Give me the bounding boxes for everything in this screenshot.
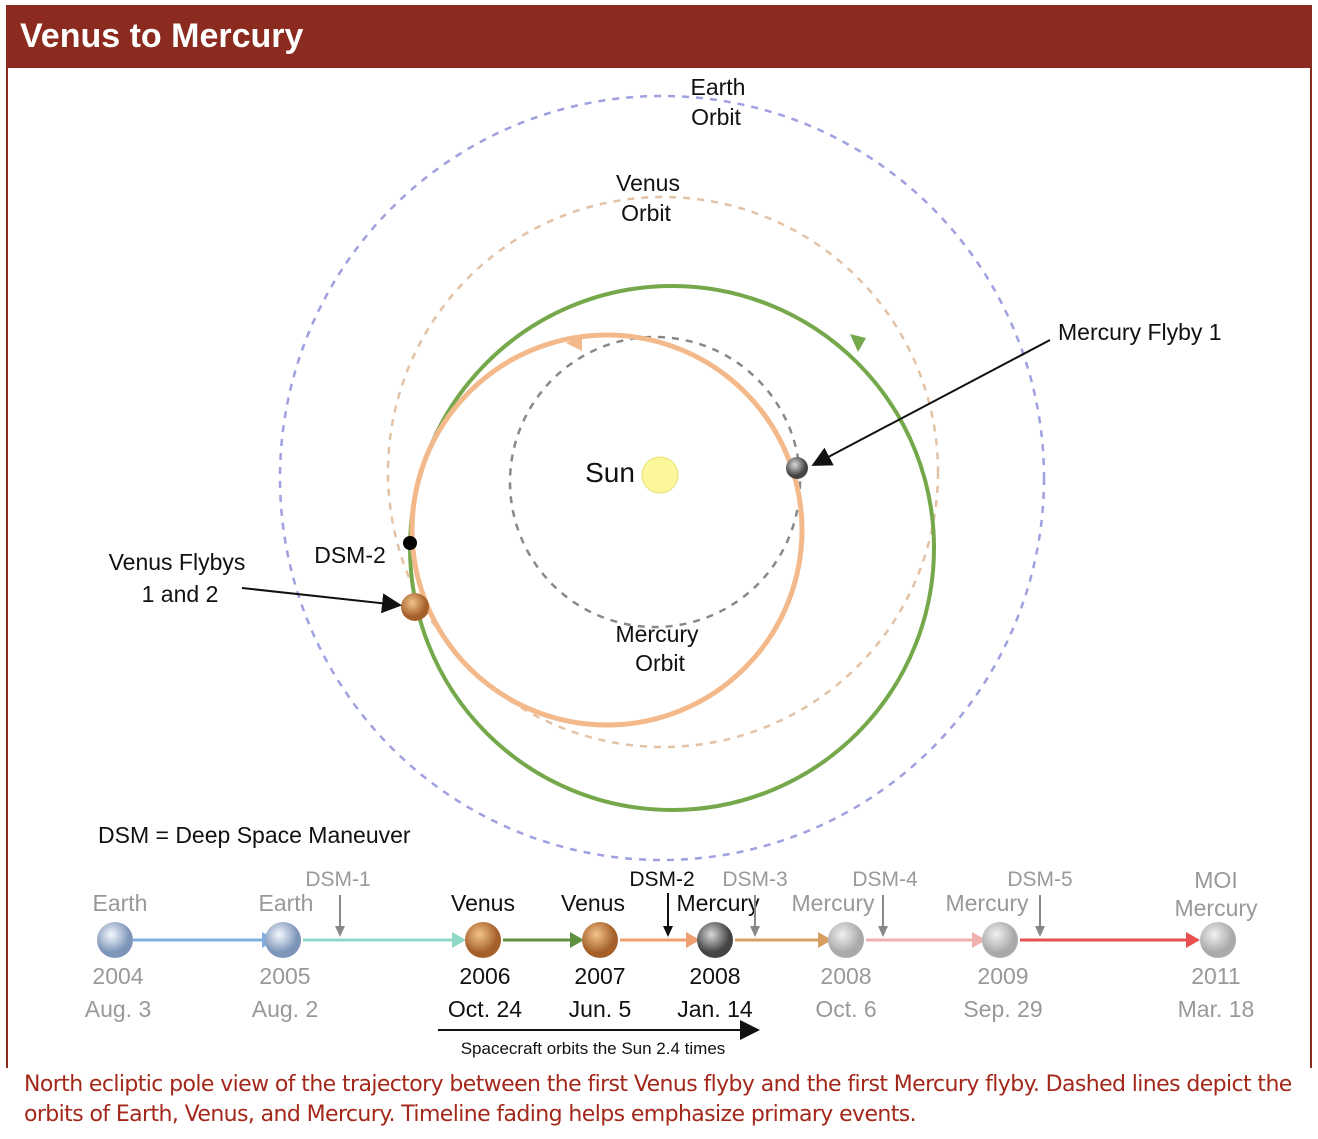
orbits xyxy=(278,94,1046,862)
label: Mercury Flyby 1 xyxy=(1058,319,1222,345)
event-year: 2007 xyxy=(574,963,625,989)
event-name: Mercury xyxy=(1174,895,1258,921)
diagram: Earth Orbit Venus Orbit Mercury Orbit Su… xyxy=(85,74,1258,1058)
event-year: 2011 xyxy=(1191,963,1240,989)
event-date: Sep. 29 xyxy=(963,996,1042,1022)
timeline: Earth 2004 Aug. 3 Earth 2005 Aug. 2 Venus 2006 O… xyxy=(85,867,1258,1022)
label: Orbit xyxy=(621,200,671,226)
maneuver-arrowhead xyxy=(750,926,760,937)
maneuver-arrowhead xyxy=(878,926,888,937)
label: Venus xyxy=(616,170,680,196)
mercury xyxy=(786,457,808,479)
venus xyxy=(401,593,429,621)
planet xyxy=(97,922,133,958)
label: Venus Flybys xyxy=(109,549,246,575)
planet xyxy=(982,922,1018,958)
event-name: Venus xyxy=(561,890,625,916)
maneuver-label: DSM-1 xyxy=(305,868,370,891)
timeline-arrows xyxy=(133,932,1200,948)
planet xyxy=(697,922,733,958)
dsm2-dot xyxy=(403,536,417,550)
note: Spacecraft orbits the Sun 2.4 times xyxy=(461,1039,726,1058)
event-date: Mar. 18 xyxy=(1178,996,1255,1022)
legend: DSM = Deep Space Maneuver xyxy=(98,822,411,848)
planet xyxy=(582,922,618,958)
header-title: Venus to Mercury xyxy=(6,5,1312,68)
event-year: 2004 xyxy=(92,963,143,989)
event-name: Mercury xyxy=(676,890,760,916)
event-date: Oct. 24 xyxy=(448,996,522,1022)
event-date: Aug. 2 xyxy=(252,996,319,1022)
event-year: 2006 xyxy=(459,963,510,989)
event-name: MOI xyxy=(1194,867,1237,893)
venus-orbit xyxy=(386,195,940,749)
event-date: Oct. 6 xyxy=(815,996,876,1022)
planet xyxy=(828,922,864,958)
direction-arrow xyxy=(850,334,866,352)
event-year: 2009 xyxy=(977,963,1028,989)
event-name: Mercury xyxy=(945,890,1029,916)
event-date: Aug. 3 xyxy=(85,996,152,1022)
earth-orbit xyxy=(278,94,1046,862)
direction-arrow xyxy=(566,335,582,351)
planet xyxy=(265,922,301,958)
maneuver-label: DSM-2 xyxy=(629,868,694,891)
label: Orbit xyxy=(635,650,685,676)
maneuver-label: DSM-3 xyxy=(722,868,787,891)
planet xyxy=(1200,922,1236,958)
event-name: Earth xyxy=(259,890,314,916)
event-date: Jun. 5 xyxy=(569,996,632,1022)
event-name: Mercury xyxy=(791,890,875,916)
trajectory-green xyxy=(408,284,936,812)
label: 1 and 2 xyxy=(142,581,219,607)
label: Sun xyxy=(585,457,635,488)
callout-arrow xyxy=(241,587,402,614)
label: DSM-2 xyxy=(314,542,386,568)
maneuver-label: DSM-4 xyxy=(852,868,918,891)
maneuver-label: DSM-5 xyxy=(1007,868,1072,891)
event-name: Venus xyxy=(451,890,515,916)
event-year: 2005 xyxy=(259,963,310,989)
callout-arrow xyxy=(811,339,1051,466)
mercury-orbit xyxy=(508,335,802,629)
label: Orbit xyxy=(691,104,741,130)
label: Earth xyxy=(691,74,746,100)
caption: North ecliptic pole view of the trajecto… xyxy=(24,1072,1292,1127)
event-date: Jan. 14 xyxy=(677,996,753,1022)
maneuver-arrowhead xyxy=(1035,926,1045,937)
label: Mercury xyxy=(615,621,699,647)
sun xyxy=(641,456,679,494)
event-year: 2008 xyxy=(689,963,740,989)
frame xyxy=(6,68,1312,1068)
trajectory-orange xyxy=(409,332,805,728)
event-name: Earth xyxy=(93,890,148,916)
maneuver-arrowhead xyxy=(663,926,673,937)
event-year: 2008 xyxy=(820,963,871,989)
planet xyxy=(465,922,501,958)
maneuver-arrowhead xyxy=(335,926,345,937)
